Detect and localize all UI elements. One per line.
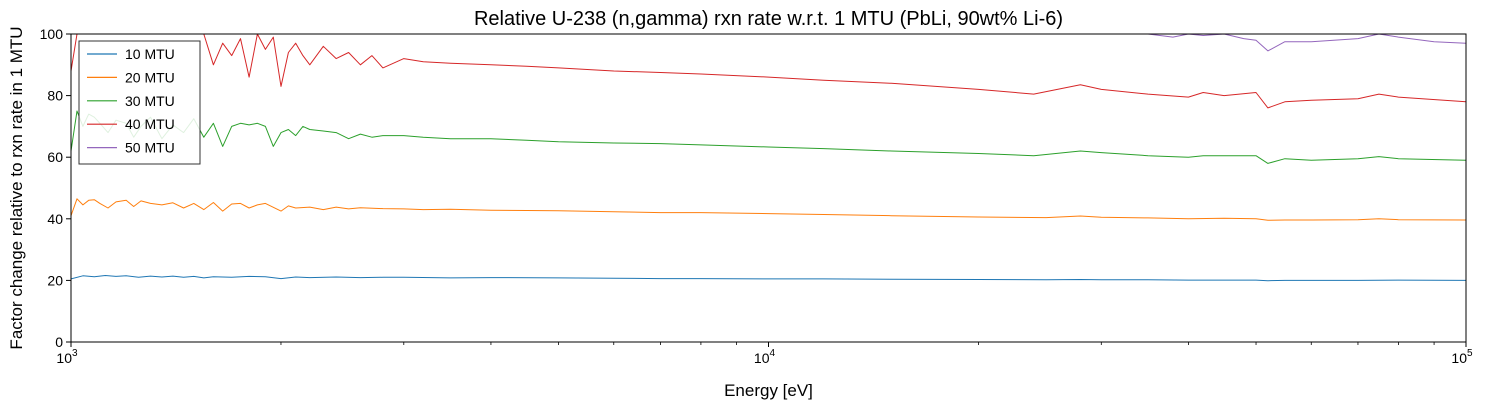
y-axis-label: Factor change relative to rxn rate in 1 … [7, 26, 26, 349]
y-tick-label: 100 [40, 26, 64, 42]
chart-title: Relative U-238 (n,gamma) rxn rate w.r.t.… [474, 8, 1063, 30]
y-tick-label: 0 [55, 334, 63, 350]
y-tick-label: 40 [47, 211, 63, 227]
x-tick-label: 103 [56, 348, 78, 366]
x-tick-label: 104 [754, 348, 776, 366]
series-line-50-mtu [1147, 33, 1466, 52]
legend-label: 30 MTU [125, 93, 175, 109]
legend-label: 10 MTU [125, 46, 175, 62]
legend-label: 20 MTU [125, 69, 175, 85]
legend-label: 40 MTU [125, 116, 175, 132]
x-tick-label: 105 [1451, 348, 1473, 366]
y-tick-label: 20 [47, 272, 63, 288]
series-line-30-mtu [71, 110, 1466, 164]
y-tick-label: 80 [47, 88, 63, 104]
series-line-20-mtu [71, 198, 1466, 221]
series-layer [71, 33, 1466, 282]
y-tick-label: 60 [47, 149, 63, 165]
series-line-40-mtu [71, 33, 1466, 109]
x-axis-label: Energy [eV] [724, 381, 813, 400]
legend-box [78, 40, 201, 165]
series-line-10-mtu [71, 275, 1466, 282]
legend-label: 50 MTU [125, 140, 175, 156]
legend: 10 MTU 20 MTU 30 MTU 40 MTU 50 MTU [78, 40, 201, 165]
